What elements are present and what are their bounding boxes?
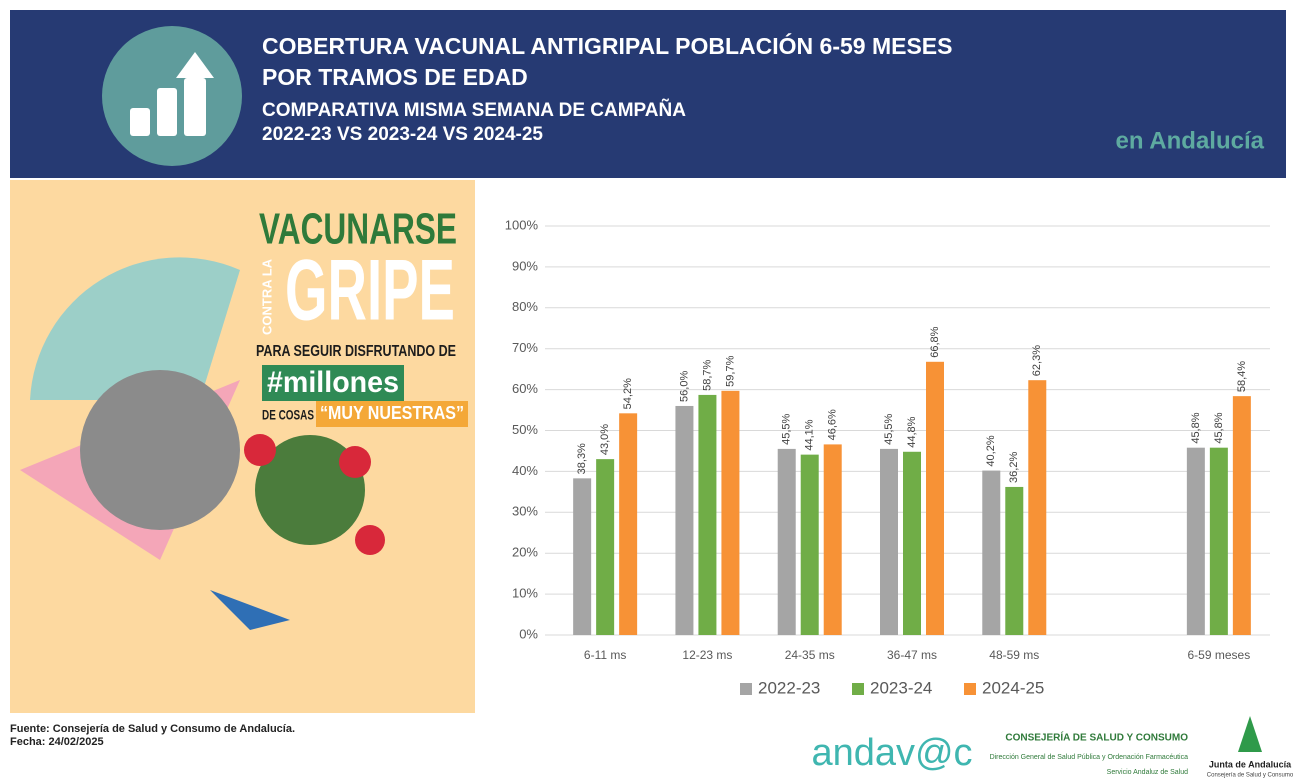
footer-junta: Junta de Andalucía [1209, 759, 1292, 769]
value-label: 45,8% [1190, 412, 1202, 443]
footer-junta-sub: Consejería de Salud y Consumo [1207, 773, 1294, 779]
footer-dept-sub: Servicio Andaluz de Salud [1107, 769, 1188, 776]
y-tick-label: 90% [512, 258, 538, 273]
value-label: 45,8% [1213, 412, 1225, 443]
poster-flower [244, 434, 276, 466]
value-label: 58,7% [701, 360, 713, 391]
x-tick-label: 12-23 ms [682, 648, 732, 662]
y-tick-label: 40% [512, 463, 538, 478]
bar [801, 455, 819, 635]
poster-flower [355, 525, 385, 555]
y-tick-label: 60% [512, 381, 538, 396]
bar [721, 391, 739, 635]
header-title: COBERTURA VACUNAL ANTIGRIPAL POBLACIÓN 6… [262, 32, 952, 59]
y-tick-label: 30% [512, 504, 538, 519]
footer-dept: CONSEJERÍA DE SALUD Y CONSUMO [1005, 731, 1188, 744]
bar [619, 413, 637, 635]
value-label: 43,0% [599, 424, 611, 455]
footer-date: Fecha: 24/02/2025 [10, 736, 104, 748]
footer-logo: andav@c [811, 732, 972, 774]
footer-source: Fuente: Consejería de Salud y Consumo de… [10, 723, 295, 735]
poster-text: DE COSAS [262, 407, 314, 423]
bar [982, 471, 1000, 635]
x-tick-label: 24-35 ms [785, 648, 835, 662]
value-label: 44,1% [804, 419, 816, 450]
value-label: 66,8% [929, 326, 941, 357]
y-tick-label: 50% [512, 422, 538, 437]
poster-text: “MUY NUESTRAS” [320, 403, 464, 423]
legend-swatch [852, 683, 864, 695]
poster-text: PARA SEGUIR DISFRUTANDO DE [256, 343, 456, 360]
poster-text: GRIPE [285, 243, 455, 339]
y-tick-label: 0% [519, 626, 538, 641]
bar [1028, 380, 1046, 635]
value-label: 44,8% [906, 416, 918, 447]
y-tick-label: 70% [512, 340, 538, 355]
value-label: 40,2% [985, 435, 997, 466]
x-tick-label: 36-47 ms [887, 648, 937, 662]
x-tick-label: 6-11 ms [584, 648, 626, 662]
header-subtitle: 2022-23 VS 2023-24 VS 2024-25 [262, 124, 543, 145]
legend-label: 2024-25 [982, 678, 1044, 697]
bar [903, 452, 921, 635]
y-tick-label: 20% [512, 545, 538, 560]
value-label: 46,6% [827, 409, 839, 440]
bar [1187, 448, 1205, 635]
bar [778, 449, 796, 635]
value-label: 62,3% [1031, 345, 1043, 376]
header-subtitle: COMPARATIVA MISMA SEMANA DE CAMPAÑA [262, 99, 686, 121]
bar [1233, 396, 1251, 635]
legend-label: 2023-24 [870, 678, 932, 697]
y-tick-label: 10% [512, 586, 538, 601]
value-label: 56,0% [678, 371, 690, 402]
value-label: 45,5% [883, 413, 895, 444]
bar [824, 444, 842, 635]
header-title: POR TRAMOS DE EDAD [262, 64, 528, 90]
value-label: 59,7% [724, 355, 736, 386]
footer-dept-sub: Dirección General de Salud Pública y Ord… [990, 754, 1189, 761]
bar [675, 406, 693, 635]
poster-text: CONTRA LA [259, 258, 274, 335]
bar [1005, 487, 1023, 635]
y-tick-label: 100% [505, 217, 539, 232]
bar [573, 478, 591, 635]
bar [1210, 448, 1228, 635]
poster-text: #millones [267, 366, 399, 399]
legend-swatch [964, 683, 976, 695]
header-region: en Andalucía [1116, 127, 1265, 154]
value-label: 58,4% [1236, 361, 1248, 392]
legend-label: 2022-23 [758, 678, 820, 697]
value-label: 38,3% [576, 443, 588, 474]
poster-flower [339, 446, 371, 478]
value-label: 54,2% [622, 378, 634, 409]
y-tick-label: 80% [512, 299, 538, 314]
x-tick-label: 48-59 ms [989, 648, 1039, 662]
legend-swatch [740, 683, 752, 695]
page: COBERTURA VACUNAL ANTIGRIPAL POBLACIÓN 6… [0, 0, 1296, 779]
value-label: 36,2% [1008, 452, 1020, 483]
bar [880, 449, 898, 635]
bar [698, 395, 716, 635]
x-tick-label: 6-59 meses [1188, 648, 1251, 662]
bar [926, 362, 944, 635]
poster-photo [80, 370, 240, 530]
value-label: 45,5% [781, 413, 793, 444]
bar [596, 459, 614, 635]
